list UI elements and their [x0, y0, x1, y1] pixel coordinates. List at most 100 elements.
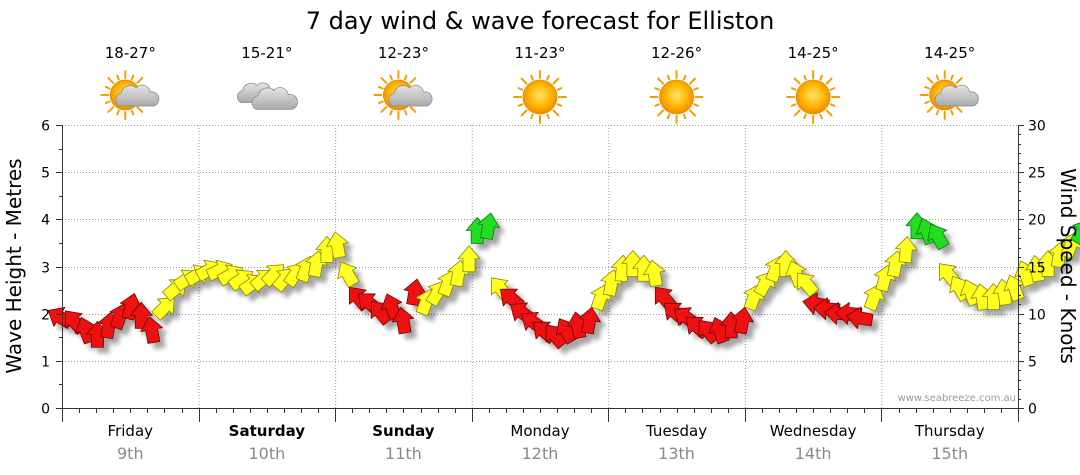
- left-tick-label: 4: [41, 213, 50, 229]
- sun-ray: [654, 87, 661, 91]
- day-label: Saturday: [229, 422, 306, 440]
- sun-ray: [116, 109, 120, 116]
- sun-ray: [825, 109, 833, 117]
- sun-ray: [104, 85, 111, 90]
- wind-arrow: [796, 272, 820, 298]
- sun-ray: [552, 109, 560, 117]
- sun-ray: [530, 113, 534, 120]
- sun-rays: [786, 70, 841, 124]
- right-tick-label: 10: [1028, 308, 1046, 324]
- sun-ray: [829, 103, 836, 107]
- date-label: 9th: [117, 444, 144, 463]
- sun-ray: [378, 100, 384, 105]
- right-tick-label: 15: [1028, 261, 1046, 277]
- sun-ray: [790, 87, 797, 91]
- wind-arrow: [863, 284, 885, 312]
- right-tick-label: 25: [1028, 166, 1046, 182]
- sun-ray: [825, 77, 833, 85]
- chart-title: 7 day wind & wave forecast for Elliston: [306, 7, 775, 35]
- sun-rays: [649, 70, 704, 124]
- wind-arrow: [140, 316, 163, 344]
- sun-ray: [829, 87, 836, 91]
- left-tick-label: 1: [41, 355, 50, 371]
- sun-ray: [380, 77, 388, 84]
- sun-ray: [935, 109, 940, 116]
- sun-cloud-icon: [373, 70, 433, 120]
- sun-ray: [409, 106, 417, 113]
- wind-arrow-shadow: [157, 303, 181, 327]
- sun-ray: [546, 74, 550, 81]
- sun-disc: [522, 79, 558, 115]
- sun-ray: [409, 77, 417, 84]
- wind-arrow: [1003, 274, 1025, 302]
- day-temperature: 14-25°: [924, 44, 975, 62]
- sun-ray: [520, 109, 528, 117]
- sun-ray: [517, 87, 524, 91]
- wind-arrow: [457, 245, 481, 273]
- day-temperature: 11-23°: [514, 44, 565, 62]
- wind-arrow: [731, 306, 754, 335]
- day-temperature: 12-23°: [378, 44, 429, 62]
- sun-ray: [666, 74, 671, 81]
- wind-arrow: [846, 306, 874, 330]
- sun-icon: [513, 70, 567, 124]
- cloud-shape: [388, 84, 433, 107]
- sun-ray: [926, 106, 934, 113]
- sun-ray: [926, 77, 934, 84]
- wind-arrow: [151, 297, 175, 321]
- sun-ray: [130, 109, 135, 116]
- sun-disc: [795, 79, 831, 115]
- axes: 0 1 2 3 4 5 6 0 5 10 15 20 25 30: [41, 119, 1046, 422]
- wind-arrow: [927, 223, 950, 251]
- cloud-shape: [115, 84, 160, 107]
- right-tick-label: 5: [1028, 355, 1037, 371]
- credit-text: www.seabreeze.com.au: [898, 393, 1016, 404]
- sun-ray: [136, 77, 144, 84]
- sun-rays: [100, 70, 151, 120]
- date-label: 14th: [795, 444, 832, 463]
- sun-ray: [955, 106, 963, 113]
- sun-ray: [935, 74, 940, 81]
- left-tick-label: 6: [41, 119, 50, 135]
- sun-ray: [793, 109, 801, 117]
- sun-ray: [104, 100, 111, 105]
- date-label: 13th: [658, 444, 695, 463]
- y-axis-label-left: Wave Height - Metres: [2, 158, 26, 373]
- sun-ray: [689, 77, 696, 85]
- date-label: 11th: [385, 444, 422, 463]
- date-label: 10th: [248, 444, 285, 463]
- sun-ray: [657, 77, 665, 85]
- sun-cloud-icon: [919, 70, 979, 120]
- sun-ray: [657, 109, 665, 117]
- sun-ray: [950, 109, 954, 116]
- cloud-icon: [237, 82, 298, 110]
- day-label: Sunday: [372, 422, 435, 440]
- day-headers: 18-27° Friday 9th 15-21° Saturday 10th 12-23° S…: [100, 44, 985, 463]
- wind-arrow: [337, 261, 360, 288]
- wind-arrow: [477, 212, 500, 241]
- sun-cloud-icon: [100, 70, 160, 120]
- day-label: Tuesday: [645, 422, 707, 440]
- wind-arrow: [391, 306, 415, 335]
- day-label: Friday: [108, 422, 154, 440]
- sun-ray: [793, 77, 801, 85]
- left-tick-label: 3: [41, 261, 50, 277]
- wind-arrow: [642, 259, 666, 288]
- sun-ray: [682, 74, 687, 81]
- sun-ray: [790, 103, 797, 107]
- left-tick-label: 2: [41, 308, 50, 324]
- sun-ray: [389, 74, 393, 81]
- day-temperature: 18-27°: [105, 44, 156, 62]
- sun-ray: [107, 106, 115, 113]
- day-label: Wednesday: [770, 422, 857, 440]
- sun-ray: [666, 113, 671, 120]
- wind-arrows: [47, 212, 1080, 350]
- sun-ray: [130, 74, 135, 81]
- wind-arrow: [326, 231, 349, 259]
- sun-ray: [682, 113, 687, 120]
- date-label: 15th: [931, 444, 968, 463]
- sun-ray: [689, 109, 696, 117]
- wind-arrow: [578, 306, 601, 335]
- sun-ray: [819, 113, 823, 120]
- sun-icon: [786, 70, 841, 124]
